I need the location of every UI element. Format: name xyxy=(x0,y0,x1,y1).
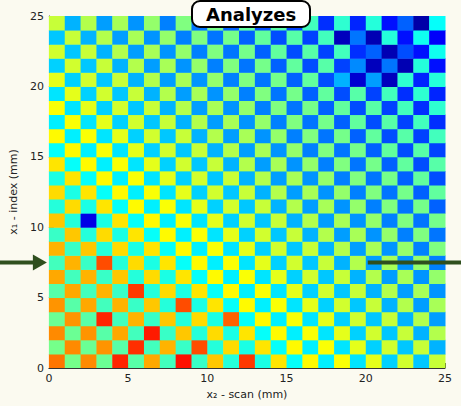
svg-text:10: 10 xyxy=(200,372,214,385)
svg-text:20: 20 xyxy=(30,80,44,93)
svg-text:5: 5 xyxy=(125,372,132,385)
svg-text:0: 0 xyxy=(37,362,44,375)
svg-text:5: 5 xyxy=(37,291,44,304)
svg-text:0: 0 xyxy=(45,372,52,385)
svg-text:x₁ - index (mm): x₁ - index (mm) xyxy=(7,149,20,235)
svg-text:x₂ - scan (mm): x₂ - scan (mm) xyxy=(207,388,288,401)
svg-text:25: 25 xyxy=(30,10,44,23)
svg-text:Analyzes: Analyzes xyxy=(206,4,296,25)
svg-text:25: 25 xyxy=(438,372,452,385)
svg-text:15: 15 xyxy=(30,150,44,163)
svg-text:10: 10 xyxy=(30,221,44,234)
svg-text:20: 20 xyxy=(359,372,373,385)
svg-text:15: 15 xyxy=(280,372,294,385)
